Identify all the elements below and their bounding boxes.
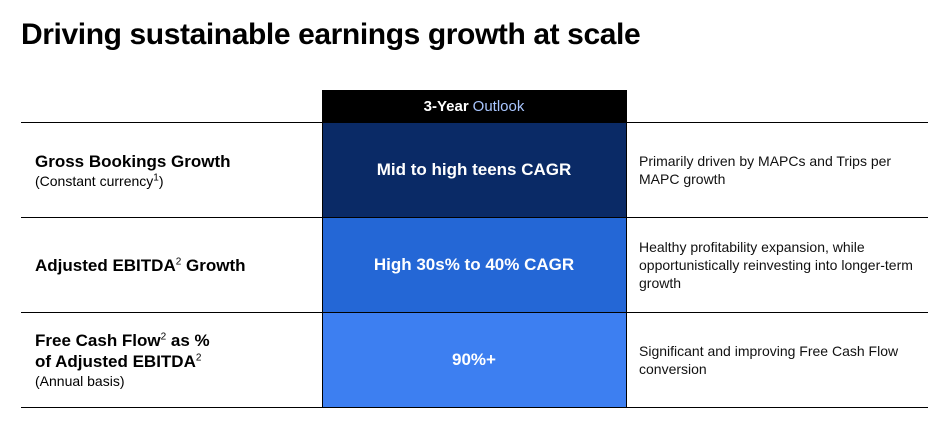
footnote-ref: 2 (160, 331, 167, 343)
metric-comment: Primarily driven by MAPCs and Trips per … (639, 123, 924, 217)
metric-name-text: Free Cash Flow (35, 331, 161, 350)
metric-comment: Healthy profitability expansion, while o… (639, 218, 924, 312)
table-row: Gross Bookings Growth (Constant currency… (21, 123, 928, 218)
outlook-header-prefix: 3-Year (423, 97, 469, 115)
metric-outlook-cell: High 30s% to 40% CAGR (322, 218, 626, 312)
metric-comment: Significant and improving Free Cash Flow… (639, 313, 924, 407)
outlook-column-header: 3-Year Outlook (322, 90, 626, 122)
metric-note-text: (Constant currency (35, 172, 154, 189)
metric-note: (Annual basis) (35, 372, 320, 390)
table-row: Free Cash Flow2 as % of Adjusted EBITDA2… (21, 313, 928, 408)
metric-name-text-end: as % (166, 331, 210, 350)
metric-note-text: (Annual basis) (35, 373, 125, 389)
outlook-column-right-border (626, 90, 627, 408)
metric-name-text: Gross Bookings Growth (35, 151, 231, 171)
metric-outlook-text: 90%+ (452, 350, 496, 369)
footnote-ref: 2 (175, 255, 182, 267)
metric-comment-text: Healthy profitability expansion, while o… (639, 239, 913, 291)
metric-name-text: of Adjusted EBITDA (35, 352, 196, 371)
page-title: Driving sustainable earnings growth at s… (21, 18, 641, 51)
metric-outlook-text: Mid to high teens CAGR (376, 160, 572, 179)
metric-label: Gross Bookings Growth (Constant currency… (35, 123, 320, 217)
footnote-ref: 2 (195, 352, 202, 364)
metric-note-end: ) (158, 172, 164, 189)
table-row: Adjusted EBITDA2 Growth High 30s% to 40%… (21, 218, 928, 313)
metric-name: Gross Bookings Growth (35, 151, 320, 172)
metric-name-text: Adjusted EBITDA (35, 255, 176, 275)
metric-outlook-text: High 30s% to 40% CAGR (373, 255, 575, 274)
metric-outlook-cell: Mid to high teens CAGR (322, 123, 626, 217)
metric-label: Free Cash Flow2 as % of Adjusted EBITDA2… (35, 313, 320, 407)
metric-outlook-cell: 90%+ (322, 313, 626, 407)
outlook-header-accent: Outlook (472, 97, 525, 115)
metric-name-line2: of Adjusted EBITDA2 (35, 351, 320, 372)
metric-comment-text: Primarily driven by MAPCs and Trips per … (639, 153, 892, 187)
table-top-divider (21, 122, 928, 123)
metric-comment-text: Significant and improving Free Cash Flow… (639, 343, 899, 377)
metric-name: Adjusted EBITDA2 Growth (35, 255, 320, 276)
footnote-ref: 1 (153, 171, 159, 183)
outlook-column-left-border (322, 90, 323, 408)
metric-note: (Constant currency1) (35, 172, 320, 190)
metric-name: Free Cash Flow2 as % (35, 330, 320, 351)
metric-name-text-end: Growth (181, 255, 246, 275)
metric-label: Adjusted EBITDA2 Growth (35, 218, 320, 312)
